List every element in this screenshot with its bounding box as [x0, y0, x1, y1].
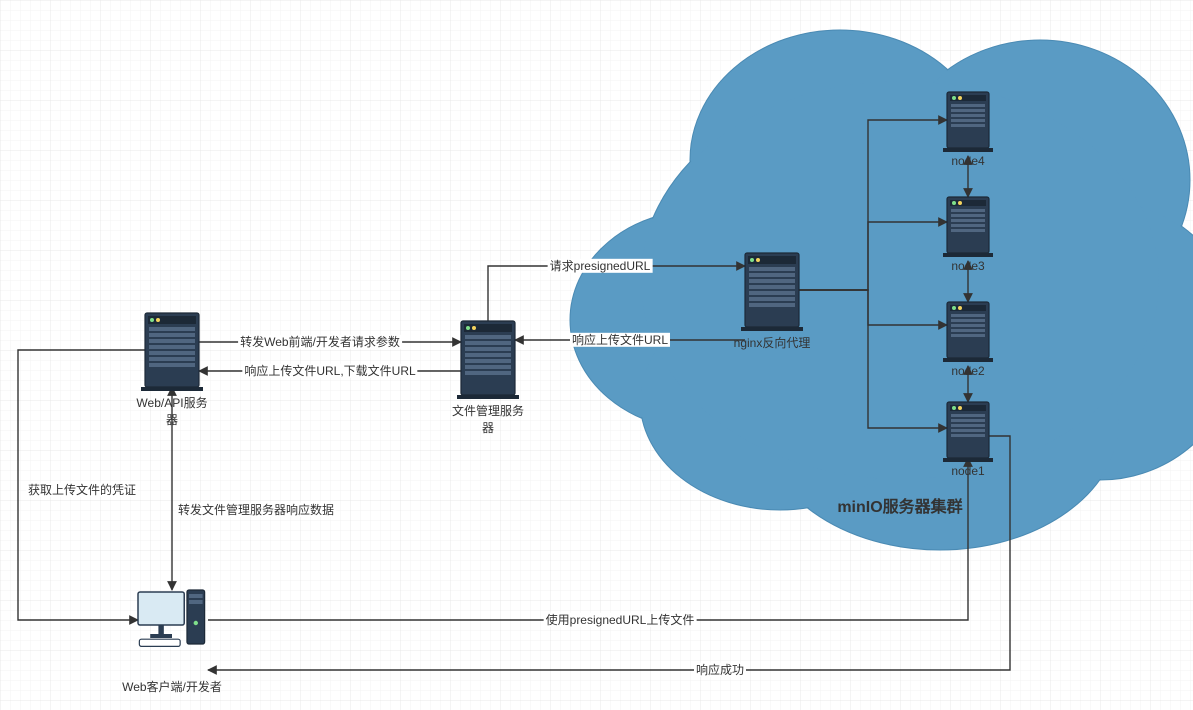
cluster-title: minIO服务器集群: [837, 493, 962, 517]
node-node2: [943, 302, 993, 362]
node-label-node3: node3: [951, 259, 984, 273]
node-label-node4: node4: [951, 154, 984, 168]
node-nginx: [741, 253, 803, 331]
node-filemgr: [457, 321, 519, 399]
edge-label-e2-0: 转发Web前端/开发者请求参数: [238, 335, 402, 349]
node-label-node1: node1: [951, 464, 984, 478]
node-webapi: [141, 313, 203, 391]
node-label-webapi: Web/API服务器: [136, 394, 207, 428]
node-label-filemgr: 文件管理服务器: [452, 402, 524, 436]
diagram-canvas: Web客户端/开发者 Web/API服务器 文件管理服务器 nginx反向代理 node…: [0, 0, 1193, 710]
edge-label-e1-0: 获取上传文件的凭证: [26, 483, 138, 497]
edge-label-e4-0: 请求presignedURL: [548, 259, 653, 273]
node-node4: [943, 92, 993, 152]
edge-label-e1-1: 转发文件管理服务器响应数据: [176, 503, 336, 517]
node-label-nginx: nginx反向代理: [734, 334, 811, 351]
node-node3: [943, 197, 993, 257]
diagram-svg: [0, 0, 1193, 710]
node-label-client: Web客户端/开发者: [122, 678, 222, 695]
node-node1: [943, 402, 993, 462]
edge-label-e14-0: 使用presignedURL上传文件: [544, 613, 697, 627]
edge-label-e3-0: 响应上传文件URL,下载文件URL: [242, 364, 417, 378]
edge-label-e5-0: 响应上传文件URL: [570, 333, 670, 347]
edge-label-e15-0: 响应成功: [694, 663, 746, 677]
node-label-node2: node2: [951, 364, 984, 378]
